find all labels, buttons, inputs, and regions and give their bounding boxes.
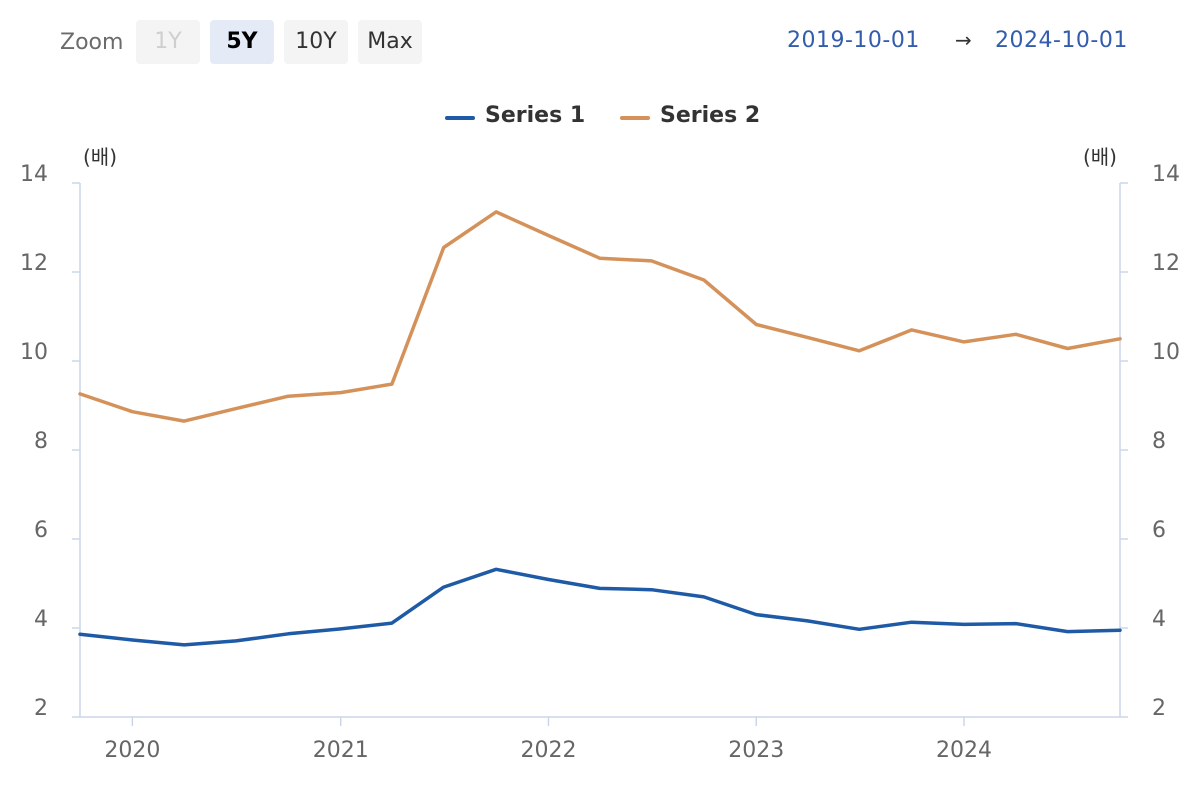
legend-label-series-2: Series 2 <box>660 103 761 128</box>
series-2-line <box>78 210 1122 423</box>
legend-swatch-series-2 <box>620 116 650 120</box>
x-tick-label: 2020 <box>104 738 160 763</box>
y-tick-left-label: 8 <box>34 429 48 454</box>
y-axis-right-unit: (배) <box>1083 145 1117 169</box>
y-tick-right-label: 2 <box>1152 696 1166 721</box>
zoom-label: Zoom <box>60 30 124 55</box>
legend-swatch-series-1 <box>445 116 475 120</box>
zoom-1y-button[interactable]: 1Y <box>136 20 200 64</box>
x-tick-label: 2023 <box>728 738 784 763</box>
y-tick-left-label: 14 <box>20 162 48 187</box>
legend-label-series-1: Series 1 <box>485 103 586 128</box>
range-from-input[interactable]: 2019-10-01 <box>787 28 920 53</box>
y-tick-left-label: 4 <box>34 607 48 632</box>
y-tick-left-label: 6 <box>34 518 48 543</box>
y-tick-right-label: 4 <box>1152 607 1166 632</box>
y-tick-right-label: 14 <box>1152 162 1180 187</box>
y-tick-right-label: 8 <box>1152 429 1166 454</box>
zoom-5y-button[interactable]: 5Y <box>210 20 274 64</box>
x-tick-label: 2021 <box>313 738 369 763</box>
x-tick-label: 2022 <box>520 738 576 763</box>
legend-item-series-2[interactable]: Series 2 <box>620 100 760 140</box>
y-tick-left-label: 12 <box>20 251 48 276</box>
range-selector-toolbar: Zoom 1Y 5Y 10Y Max 2019-10-01 → 2024-10-… <box>0 20 1200 64</box>
chart-legend: Series 1 Series 2 <box>0 100 1200 140</box>
y-tick-right-label: 12 <box>1152 251 1180 276</box>
y-axis-left-unit: (배) <box>83 145 117 169</box>
y-tick-right-label: 10 <box>1152 340 1180 365</box>
range-to-input[interactable]: 2024-10-01 <box>995 28 1128 53</box>
y-tick-right-label: 6 <box>1152 518 1166 543</box>
y-tick-left-label: 10 <box>20 340 48 365</box>
x-tick-label: 2024 <box>936 738 992 763</box>
zoom-10y-button[interactable]: 10Y <box>284 20 348 64</box>
legend-item-series-1[interactable]: Series 1 <box>445 100 585 140</box>
range-arrow: → <box>955 28 972 52</box>
series-1-line <box>78 567 1122 647</box>
zoom-max-button[interactable]: Max <box>358 20 422 64</box>
y-tick-left-label: 2 <box>34 696 48 721</box>
